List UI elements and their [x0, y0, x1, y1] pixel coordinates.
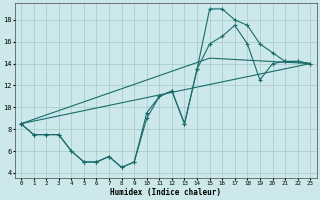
X-axis label: Humidex (Indice chaleur): Humidex (Indice chaleur) [110, 188, 221, 197]
